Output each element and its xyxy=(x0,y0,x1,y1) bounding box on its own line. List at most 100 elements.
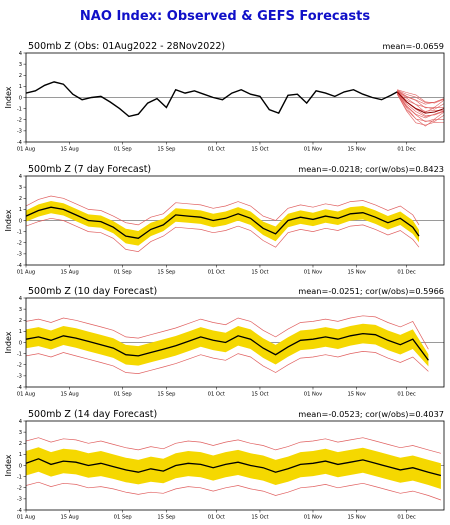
y-tick-label: 1 xyxy=(19,84,22,90)
x-tick-label: 15 Aug xyxy=(60,515,78,521)
y-tick-label: 0 xyxy=(19,218,22,224)
lower-envelope-line xyxy=(26,481,442,501)
x-tick-label: 15 Sep xyxy=(157,270,176,276)
forecast-mean-line xyxy=(26,332,429,361)
upper-envelope-line xyxy=(26,195,420,226)
forecast-member-line xyxy=(397,89,444,103)
y-tick-label: 3 xyxy=(19,185,22,191)
x-tick-label: 01 Nov xyxy=(304,392,322,398)
x-tick-label: 01 Aug xyxy=(17,392,35,398)
forecast-member-line xyxy=(397,89,444,104)
panel-3: 500mb Z (10 day Forecast) mean=-0.0251; c… xyxy=(4,286,445,398)
spread-band xyxy=(26,323,429,367)
x-tick-label: 15 Aug xyxy=(60,270,78,276)
x-tick-label: 01 Sep xyxy=(114,147,133,153)
panel-title: 500mb Z (Obs: 01Aug2022 - 28Nov2022) xyxy=(28,41,225,52)
x-tick-label: 01 Oct xyxy=(208,515,225,521)
x-tick-label: 01 Aug xyxy=(17,515,35,521)
y-tick-label: -1 xyxy=(17,229,22,235)
plot-area xyxy=(26,437,444,501)
lower-envelope-line xyxy=(26,351,429,374)
x-tick-label: 01 Nov xyxy=(304,270,322,276)
y-axis-label: Index xyxy=(4,331,13,353)
y-tick-label: 2 xyxy=(19,196,22,202)
y-tick-label: -2 xyxy=(17,486,22,492)
y-tick-label: 0 xyxy=(19,95,22,101)
y-tick-label: -1 xyxy=(17,106,22,112)
plot-area xyxy=(26,81,444,127)
x-tick-label: 01 Nov xyxy=(304,515,322,521)
forecast-member-line xyxy=(396,93,444,127)
upper-envelope-line xyxy=(26,315,429,350)
y-tick-label: -1 xyxy=(17,474,22,480)
y-tick-label: 2 xyxy=(19,318,22,324)
x-tick-label: 01 Oct xyxy=(208,392,225,398)
y-tick-label: 1 xyxy=(19,207,22,213)
y-tick-label: 1 xyxy=(19,329,22,335)
upper-envelope-line xyxy=(26,437,441,454)
panel-stats: mean=-0.0659 xyxy=(382,41,444,51)
y-tick-label: -1 xyxy=(17,351,22,357)
x-tick-label: 01 Aug xyxy=(17,270,35,276)
panel-2: 500mb Z (7 day Forecast) mean=-0.0218; co… xyxy=(4,164,445,276)
y-tick-label: 1 xyxy=(19,452,22,458)
x-tick-label: 15 Aug xyxy=(60,392,78,398)
x-tick-label: 01 Oct xyxy=(208,147,225,153)
figure-title: NAO Index: Observed & GEFS Forecasts xyxy=(80,9,370,24)
y-tick-label: 0 xyxy=(19,463,22,469)
panel-stats: mean=-0.0218; cor(w/obs)=0.8423 xyxy=(298,164,444,174)
x-tick-label: 15 Nov xyxy=(347,392,365,398)
forecast-member-line xyxy=(397,90,444,110)
panel-title: 500mb Z (14 day Forecast) xyxy=(28,409,157,420)
y-tick-label: 4 xyxy=(19,419,23,425)
y-tick-label: 2 xyxy=(19,73,22,79)
panel-stats: mean=-0.0251; cor(w/obs)=0.5966 xyxy=(298,286,444,296)
forecast-member-line xyxy=(396,91,444,113)
x-tick-label: 01 Dec xyxy=(397,515,415,521)
y-tick-label: -4 xyxy=(17,508,23,514)
forecast-member-line xyxy=(396,93,444,122)
forecast-member-line xyxy=(396,92,444,117)
x-tick-label: 15 Nov xyxy=(347,270,365,276)
x-tick-label: 01 Oct xyxy=(208,270,225,276)
y-tick-label: -3 xyxy=(17,374,22,380)
x-tick-label: 15 Oct xyxy=(251,147,268,153)
spread-band xyxy=(26,447,441,489)
lower-envelope-line xyxy=(26,217,420,252)
forecast-member-line xyxy=(397,90,444,109)
x-tick-label: 15 Sep xyxy=(157,147,176,153)
y-tick-label: -4 xyxy=(17,385,23,391)
forecast-member-line xyxy=(396,94,444,126)
plot-area xyxy=(26,315,444,374)
y-tick-label: -4 xyxy=(17,263,23,269)
x-tick-label: 15 Sep xyxy=(157,515,176,521)
x-tick-label: 01 Dec xyxy=(397,392,415,398)
y-tick-label: 4 xyxy=(19,296,23,302)
y-tick-label: 3 xyxy=(19,430,22,436)
panel-1: 500mb Z (Obs: 01Aug2022 - 28Nov2022) mean… xyxy=(4,41,445,153)
panel-4: 500mb Z (14 day Forecast) mean=-0.0523; c… xyxy=(4,409,445,521)
x-tick-label: 15 Nov xyxy=(347,147,365,153)
y-axis-label: Index xyxy=(4,209,13,231)
x-tick-label: 15 Sep xyxy=(157,392,176,398)
x-tick-label: 01 Nov xyxy=(304,147,322,153)
y-tick-label: -2 xyxy=(17,363,22,369)
panels-container: 500mb Z (Obs: 01Aug2022 - 28Nov2022) mean… xyxy=(4,41,445,521)
forecast-mean-line xyxy=(26,206,420,239)
x-tick-label: 01 Aug xyxy=(17,147,35,153)
forecast-mean-line xyxy=(26,458,442,477)
x-tick-label: 15 Nov xyxy=(347,515,365,521)
x-tick-label: 01 Sep xyxy=(114,270,133,276)
y-tick-label: -2 xyxy=(17,241,22,247)
y-tick-label: 4 xyxy=(19,51,23,57)
y-axis-label: Index xyxy=(4,86,13,108)
x-tick-label: 15 Aug xyxy=(60,147,78,153)
x-tick-label: 01 Dec xyxy=(397,270,415,276)
plot-area xyxy=(26,195,444,252)
x-tick-label: 15 Oct xyxy=(251,392,268,398)
y-tick-label: -3 xyxy=(17,129,22,135)
y-tick-label: -3 xyxy=(17,252,22,258)
y-tick-label: -4 xyxy=(17,140,23,146)
x-tick-label: 15 Oct xyxy=(251,270,268,276)
